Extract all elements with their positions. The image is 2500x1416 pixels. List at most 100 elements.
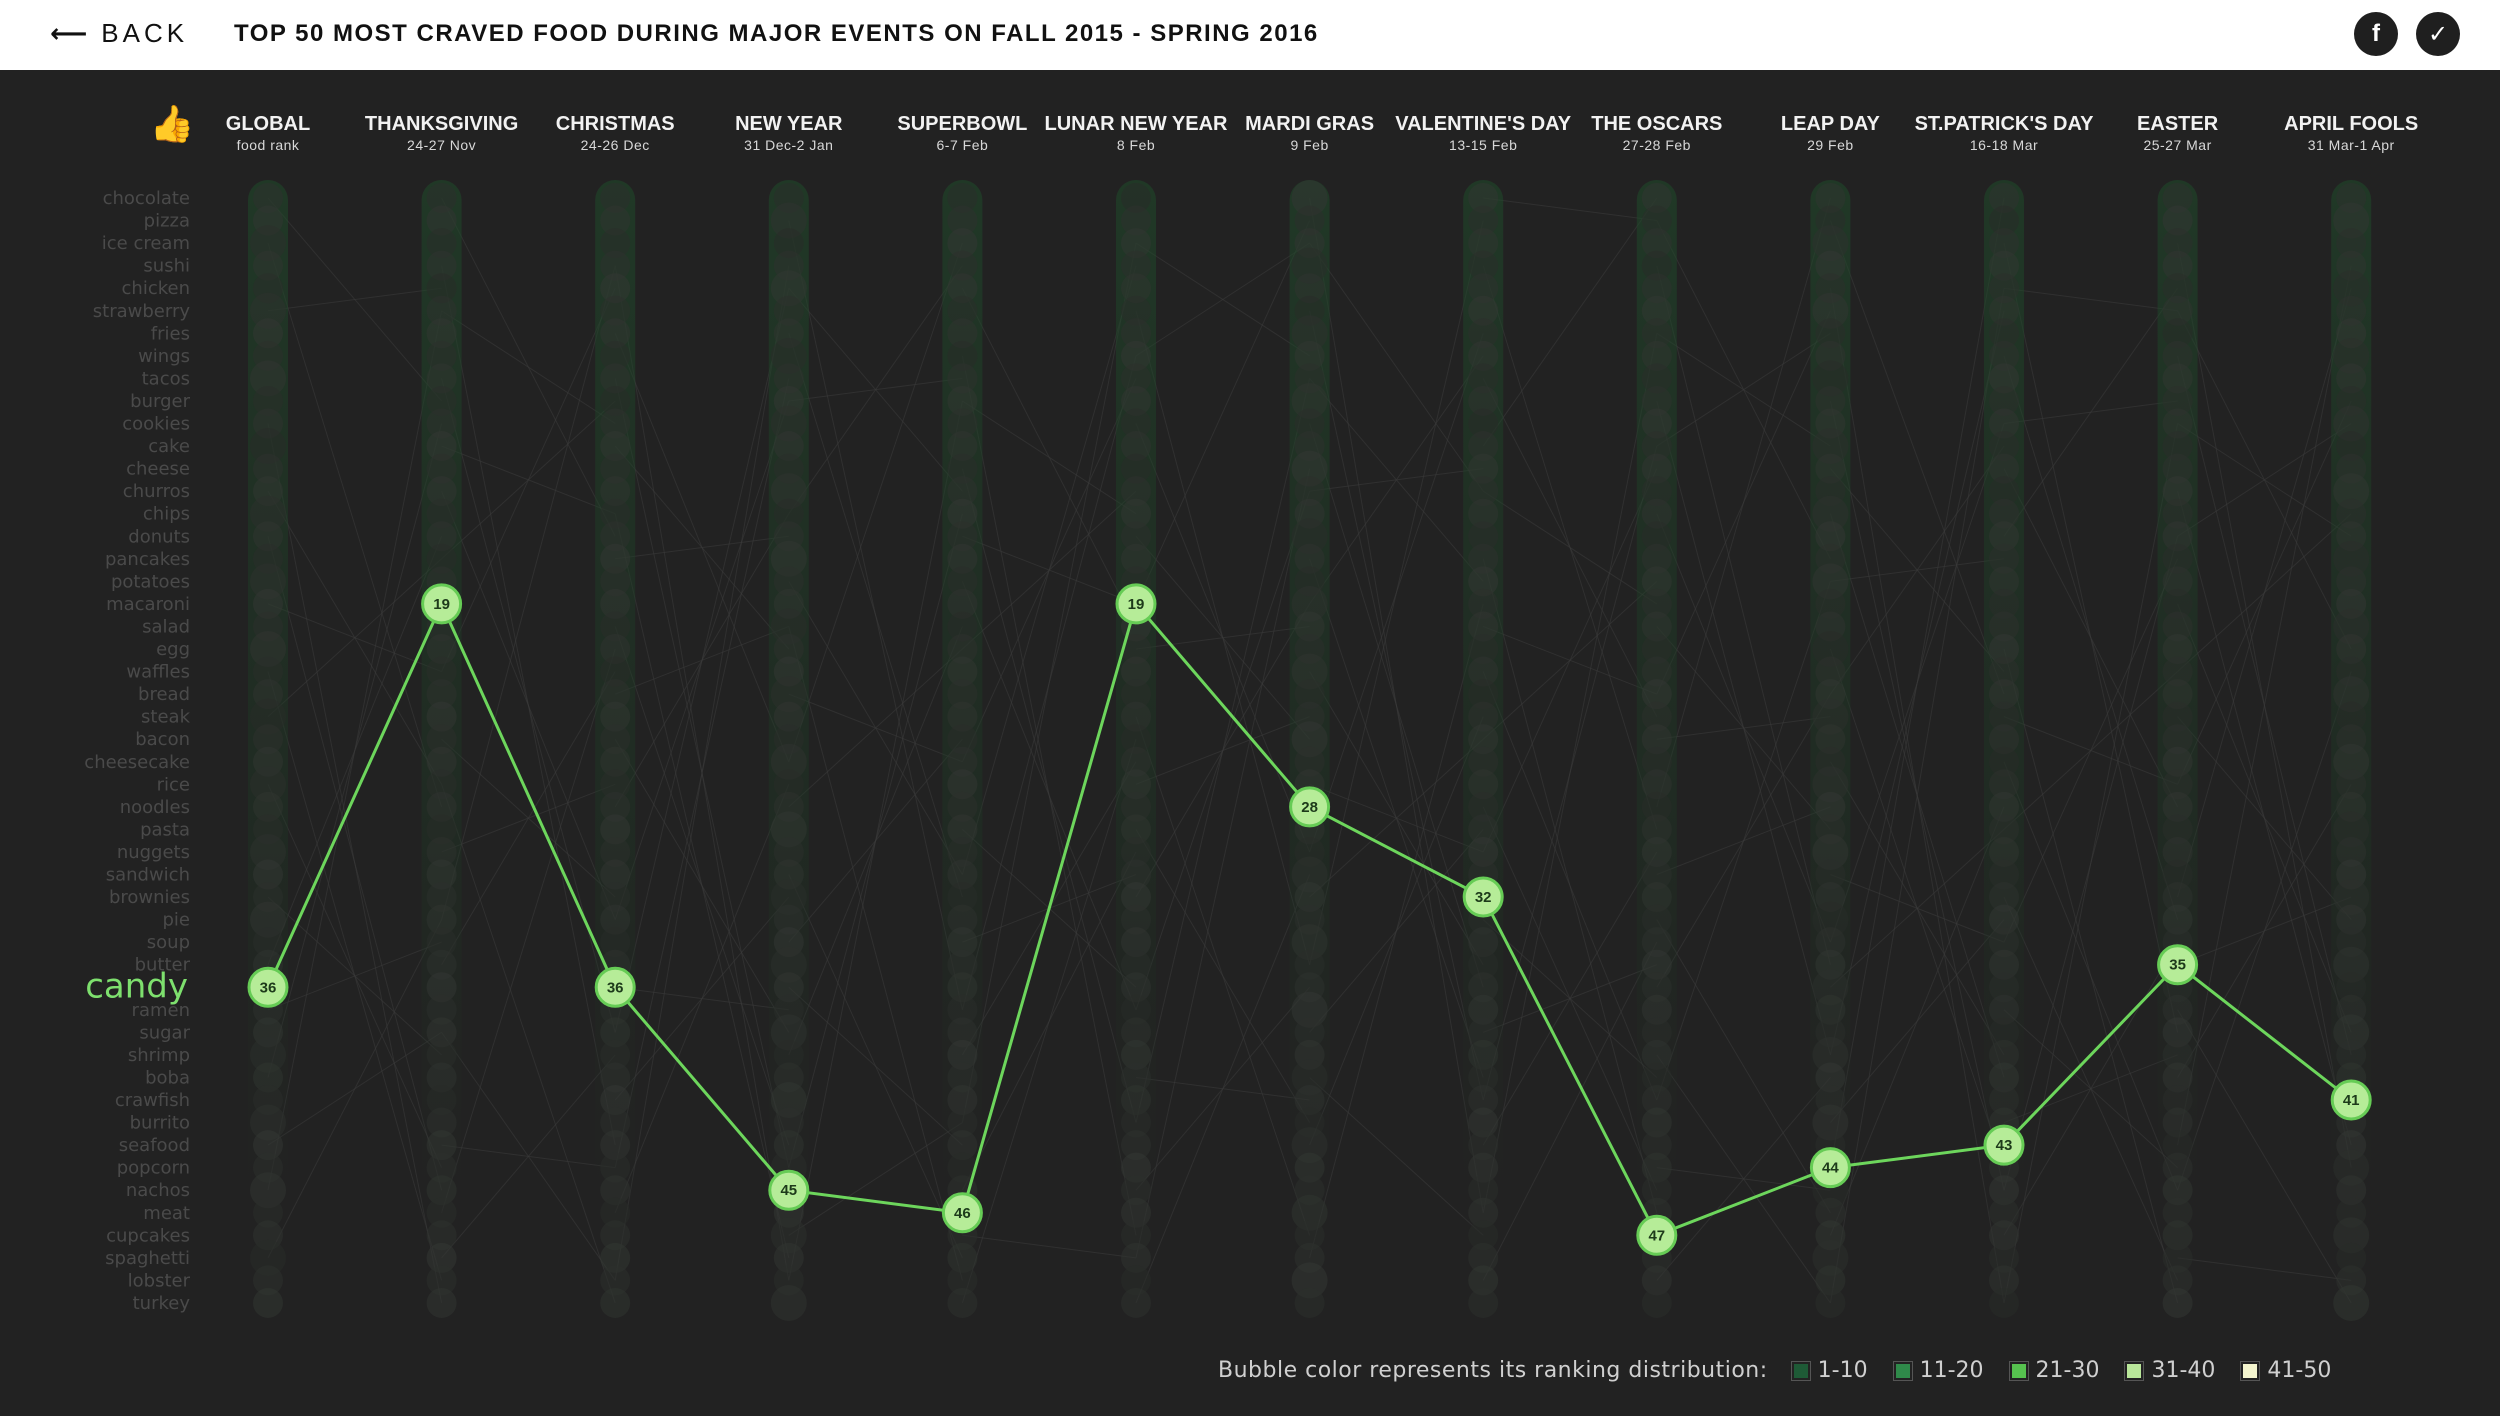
rank-bubble bbox=[1291, 991, 1328, 1028]
rank-bubble bbox=[1291, 856, 1328, 893]
rank-bubble bbox=[947, 543, 978, 574]
rank-bubble bbox=[1989, 340, 2019, 371]
rank-bubble bbox=[1641, 205, 1672, 236]
rank-bubble bbox=[1641, 408, 1672, 439]
background-line bbox=[1656, 581, 1831, 1101]
legend-item-label: 41-50 bbox=[2267, 1358, 2332, 1383]
rank-bubble bbox=[947, 1242, 978, 1273]
rank-bubble bbox=[1468, 972, 1499, 1003]
rank-bubble bbox=[1121, 1220, 1151, 1251]
background-line bbox=[2177, 1257, 2352, 1281]
column-subtitle: 27-28 Feb bbox=[1623, 137, 1691, 153]
rank-bubble bbox=[947, 836, 978, 867]
rank-bubble bbox=[1468, 746, 1499, 777]
food-label: nuggets bbox=[117, 842, 190, 863]
rank-bubble bbox=[1121, 679, 1151, 710]
rank-bubble bbox=[947, 1287, 978, 1318]
rank-bubble bbox=[1468, 183, 1499, 213]
rank-bubble bbox=[253, 385, 283, 416]
rank-bubble bbox=[2333, 202, 2370, 239]
thumbs-up-icon: 👍 bbox=[150, 103, 195, 144]
background-line bbox=[441, 310, 616, 424]
rank-bubble bbox=[1468, 994, 1499, 1025]
background-line bbox=[1656, 265, 1831, 965]
rank-bubble bbox=[1641, 1107, 1672, 1138]
rank-bubble bbox=[947, 791, 978, 822]
rank-bubble bbox=[2336, 1039, 2367, 1070]
background-line bbox=[961, 243, 1137, 1123]
rank-bubble bbox=[1989, 1085, 2019, 1115]
food-label: donuts bbox=[128, 526, 190, 547]
rank-bubble bbox=[2333, 743, 2370, 780]
legend-item-31-40: 31-40 bbox=[2124, 1358, 2215, 1383]
rank-bubble bbox=[1641, 453, 1672, 484]
rank-bubble bbox=[947, 656, 978, 687]
rank-marker bbox=[941, 1192, 983, 1234]
legend-item-1-10: 1-10 bbox=[1790, 1358, 1868, 1383]
facebook-icon[interactable]: f bbox=[2354, 12, 2398, 56]
background-line bbox=[441, 490, 616, 920]
rank-marker-label: 46 bbox=[954, 1205, 971, 1222]
rank-bubble bbox=[2336, 836, 2367, 867]
rank-bubble bbox=[2162, 1197, 2193, 1228]
rank-bubble bbox=[1121, 859, 1151, 890]
rank-bubble bbox=[1121, 1039, 1151, 1070]
rank-bubble bbox=[426, 769, 457, 800]
rank-bubble bbox=[947, 634, 978, 664]
rank-bubble bbox=[947, 746, 978, 777]
food-label: sushi bbox=[143, 256, 190, 277]
food-label: soup bbox=[147, 932, 190, 953]
rank-bubble bbox=[1812, 833, 1849, 870]
background-line bbox=[1482, 671, 1658, 1101]
background-line bbox=[1309, 738, 1484, 898]
food-label: popcorn bbox=[117, 1158, 190, 1179]
rank-bubble bbox=[600, 611, 631, 642]
rank-marker-label: 36 bbox=[607, 979, 624, 996]
background-line bbox=[615, 535, 789, 560]
rank-bubble bbox=[1641, 1039, 1672, 1070]
rank-bubble bbox=[770, 879, 807, 916]
twitter-icon[interactable]: ✓ bbox=[2416, 12, 2460, 56]
rank-bubble bbox=[1989, 431, 2019, 462]
rank-bubble bbox=[426, 183, 457, 213]
background-line bbox=[2177, 716, 2352, 920]
rank-bubble bbox=[2162, 273, 2193, 304]
rank-bubble bbox=[2336, 363, 2367, 394]
rank-bubble bbox=[1468, 295, 1499, 326]
rank-bubble bbox=[2162, 1085, 2193, 1115]
rank-bubble bbox=[426, 746, 457, 777]
rank-bubble bbox=[1291, 721, 1328, 758]
rank-bubble bbox=[250, 766, 286, 803]
rank-bubble bbox=[1989, 1175, 2019, 1206]
rank-bubble bbox=[1989, 904, 2019, 935]
rank-bubble bbox=[1815, 1287, 1846, 1318]
legend-label: Bubble color represents its ranking dist… bbox=[1218, 1358, 1768, 1383]
back-button[interactable]: ⟵ BACK bbox=[50, 18, 188, 49]
rank-bubble bbox=[1121, 994, 1151, 1025]
rank-bubble bbox=[1121, 1017, 1151, 1048]
rank-bubble bbox=[947, 927, 978, 958]
background-line bbox=[1482, 333, 1658, 1213]
rank-bubble bbox=[1294, 273, 1325, 304]
background-line bbox=[788, 986, 963, 1146]
rank-bubble bbox=[2162, 453, 2193, 484]
rank-bubble bbox=[253, 453, 283, 484]
rank-bubble bbox=[1989, 701, 2019, 732]
rank-bubble bbox=[2162, 904, 2193, 935]
rank-bubble bbox=[770, 676, 807, 713]
rank-bubble bbox=[773, 701, 804, 732]
rank-bubble bbox=[250, 901, 286, 938]
background-line bbox=[1482, 490, 1658, 605]
rank-bubble bbox=[1812, 495, 1849, 532]
rank-bubble bbox=[600, 588, 631, 619]
rank-bubble bbox=[1468, 1242, 1499, 1273]
rank-bubble bbox=[1121, 882, 1151, 913]
rank-bubble bbox=[253, 859, 283, 890]
rank-bubble bbox=[1291, 1194, 1328, 1231]
rank-bubble bbox=[947, 814, 978, 845]
background-line bbox=[1135, 829, 1311, 1123]
rank-bubble bbox=[1989, 1017, 2019, 1048]
rank-bubble bbox=[1468, 408, 1499, 439]
rank-bubble bbox=[947, 611, 978, 642]
rank-bubble bbox=[600, 927, 631, 958]
